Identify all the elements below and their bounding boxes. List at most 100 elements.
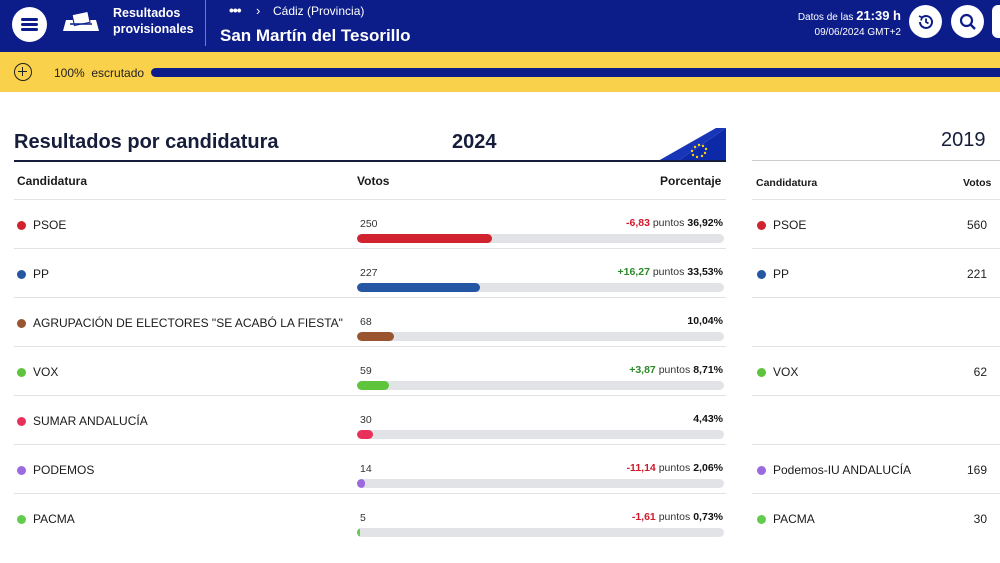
table-row[interactable]: PACMA 5 -1,61 puntos 0,73% bbox=[14, 494, 726, 543]
row-separator bbox=[752, 297, 1000, 298]
vote-share-fill bbox=[357, 528, 360, 537]
vote-share-bar bbox=[357, 234, 724, 243]
party-color-dot bbox=[757, 368, 766, 377]
points-label: puntos bbox=[658, 462, 691, 474]
vote-percentage: 36,92% bbox=[687, 217, 723, 229]
row-separator bbox=[14, 297, 726, 298]
table-row[interactable]: AGRUPACIÓN DE ELECTORES "SE ACABÓ LA FIE… bbox=[14, 298, 726, 347]
progress-strip: 100% escrutado bbox=[0, 52, 1000, 92]
table-row[interactable]: PP 227 +16,27 puntos 33,53% bbox=[14, 249, 726, 298]
brand-title[interactable]: Resultados provisionales bbox=[113, 6, 194, 36]
vote-percentage: 8,71% bbox=[693, 364, 723, 376]
row-separator bbox=[752, 493, 1000, 494]
table-row[interactable]: SUMAR ANDALUCÍA 30 4,43% bbox=[14, 396, 726, 445]
party-votes: 221 bbox=[966, 267, 987, 281]
party-votes: 30 bbox=[360, 414, 372, 426]
eu-flag-icon bbox=[658, 128, 726, 161]
party-color-dot bbox=[17, 270, 26, 279]
row-separator bbox=[14, 346, 726, 347]
party-color-dot bbox=[17, 417, 26, 426]
party-name: PACMA bbox=[33, 512, 75, 526]
row-separator bbox=[752, 395, 1000, 396]
row-separator bbox=[752, 346, 1000, 347]
section-title-underline bbox=[14, 160, 726, 162]
party-name: Podemos-IU ANDALUCÍA bbox=[773, 463, 912, 477]
table-row-2019[interactable]: PACMA 30 bbox=[752, 494, 1000, 543]
breadcrumb-link[interactable]: Cádiz (Provincia) bbox=[273, 4, 365, 18]
vote-share-bar bbox=[357, 381, 724, 390]
header-divider bbox=[205, 0, 206, 46]
header-candidatura: Candidatura bbox=[17, 174, 88, 188]
percentage-cell: -6,83 puntos 36,92% bbox=[626, 217, 723, 229]
party-votes: 62 bbox=[973, 365, 987, 379]
vote-share-bar bbox=[357, 430, 724, 439]
table-row-2019[interactable]: PSOE 560 bbox=[752, 200, 1000, 249]
history-icon bbox=[918, 14, 933, 29]
party-name: SUMAR ANDALUCÍA bbox=[33, 414, 148, 428]
vote-percentage: 10,04% bbox=[687, 315, 723, 327]
party-color-dot bbox=[757, 515, 766, 524]
row-separator bbox=[14, 199, 726, 200]
header-porcentaje: Porcentaje bbox=[660, 174, 722, 188]
menu-icon bbox=[21, 23, 38, 26]
header-extra-button[interactable] bbox=[992, 5, 1000, 38]
party-name: PSOE bbox=[773, 218, 807, 232]
party-votes: 560 bbox=[966, 218, 987, 232]
party-color-dot bbox=[17, 515, 26, 524]
vote-share-fill bbox=[357, 381, 389, 390]
header-votos-2019: Votos bbox=[963, 177, 992, 189]
menu-button[interactable] bbox=[12, 7, 47, 42]
table-row[interactable]: VOX 59 +3,87 puntos 8,71% bbox=[14, 347, 726, 396]
party-votes: 14 bbox=[360, 463, 372, 475]
party-color-dot bbox=[757, 270, 766, 279]
party-name: AGRUPACIÓN DE ELECTORES "SE ACABÓ LA FIE… bbox=[33, 316, 343, 330]
party-votes: 169 bbox=[966, 463, 987, 477]
point-change: -11,14 bbox=[626, 462, 656, 474]
points-label: puntos bbox=[658, 364, 691, 376]
party-name: PP bbox=[773, 267, 790, 281]
party-color-dot bbox=[17, 221, 26, 230]
points-label: puntos bbox=[652, 266, 685, 278]
party-color-dot bbox=[757, 466, 766, 475]
percentage-cell: +3,87 puntos 8,71% bbox=[629, 364, 723, 376]
point-change: +16,27 bbox=[617, 266, 650, 278]
party-name: PACMA bbox=[773, 512, 815, 526]
party-votes: 30 bbox=[973, 512, 987, 526]
breadcrumb-more-button[interactable]: ••• bbox=[229, 2, 242, 18]
vote-share-bar bbox=[357, 283, 724, 292]
header-candidatura-2019: Candidatura bbox=[756, 177, 818, 189]
points-label: puntos bbox=[658, 511, 691, 523]
vote-share-fill bbox=[357, 479, 365, 488]
row-separator bbox=[14, 444, 726, 445]
table-row[interactable]: PODEMOS 14 -11,14 puntos 2,06% bbox=[14, 445, 726, 494]
party-name: VOX bbox=[33, 365, 59, 379]
search-icon bbox=[959, 13, 976, 30]
top-header: Resultados provisionales ••• › Cádiz (Pr… bbox=[0, 0, 1000, 52]
plus-circle-icon[interactable] bbox=[14, 63, 32, 81]
percentage-cell: 10,04% bbox=[684, 315, 723, 327]
row-separator bbox=[752, 248, 1000, 249]
point-change: +3,87 bbox=[629, 364, 656, 376]
party-votes: 227 bbox=[360, 267, 378, 279]
party-name: PP bbox=[33, 267, 50, 281]
section-title: Resultados por candidatura bbox=[14, 131, 279, 153]
points-label: puntos bbox=[652, 217, 685, 229]
vote-share-bar bbox=[357, 479, 724, 488]
party-votes: 68 bbox=[360, 316, 372, 328]
vote-share-fill bbox=[357, 332, 394, 341]
percentage-cell: 4,43% bbox=[690, 413, 723, 425]
breadcrumb-chevron-icon: › bbox=[256, 3, 261, 18]
party-name: PSOE bbox=[33, 218, 67, 232]
table-row-2019[interactable]: VOX 62 bbox=[752, 347, 1000, 396]
table-row[interactable]: PSOE 250 -6,83 puntos 36,92% bbox=[14, 200, 726, 249]
vote-percentage: 0,73% bbox=[693, 511, 723, 523]
party-color-dot bbox=[17, 368, 26, 377]
table-row-2019[interactable]: Podemos-IU ANDALUCÍA 169 bbox=[752, 445, 1000, 494]
vote-share-bar bbox=[357, 332, 724, 341]
point-change: -1,61 bbox=[631, 511, 656, 523]
party-color-dot bbox=[757, 221, 766, 230]
table-row-2019[interactable]: PP 221 bbox=[752, 249, 1000, 298]
history-button[interactable] bbox=[909, 5, 942, 38]
percentage-cell: +16,27 puntos 33,53% bbox=[618, 266, 724, 278]
search-button[interactable] bbox=[951, 5, 984, 38]
